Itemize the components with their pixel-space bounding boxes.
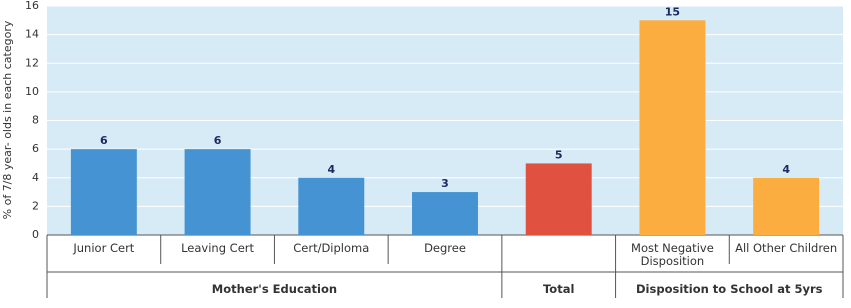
- bar: [298, 177, 365, 235]
- y-tick-label: 12: [25, 56, 39, 69]
- value-label: 5: [555, 148, 563, 161]
- bar: [184, 149, 251, 235]
- bar: [412, 192, 478, 235]
- value-label: 3: [441, 177, 449, 190]
- value-label: 4: [782, 163, 790, 176]
- value-label: 6: [100, 134, 108, 147]
- value-label: 6: [214, 134, 222, 147]
- x-tick-label: Degree: [424, 241, 466, 255]
- group-label: Disposition to School at 5yrs: [636, 282, 823, 296]
- bar: [525, 163, 592, 235]
- y-tick-label: 4: [32, 171, 39, 184]
- group-label: Mother's Education: [211, 282, 338, 296]
- y-tick-label: 6: [32, 142, 39, 155]
- x-tick-label: Leaving Cert: [181, 241, 255, 255]
- group-label: Total: [542, 282, 575, 296]
- x-tick-label: Cert/Diploma: [293, 241, 370, 255]
- bar: [753, 177, 820, 235]
- y-axis-label: % of 7/8 year- olds in each category: [1, 20, 14, 219]
- value-label: 15: [665, 5, 680, 18]
- x-tick-label: Most Negative Disposition: [631, 241, 714, 268]
- y-tick-label: 16: [25, 0, 39, 12]
- bar: [70, 149, 137, 235]
- bar: [639, 20, 706, 235]
- y-tick-label: 2: [32, 199, 39, 212]
- x-tick-label: All Other Children: [735, 241, 838, 255]
- y-tick-label: 14: [25, 28, 39, 41]
- y-tick-label: 8: [32, 114, 39, 127]
- y-tick-label: 0: [32, 228, 39, 241]
- value-label: 4: [327, 163, 335, 176]
- y-tick-label: 10: [25, 85, 39, 98]
- x-tick-label: Junior Cert: [73, 241, 135, 255]
